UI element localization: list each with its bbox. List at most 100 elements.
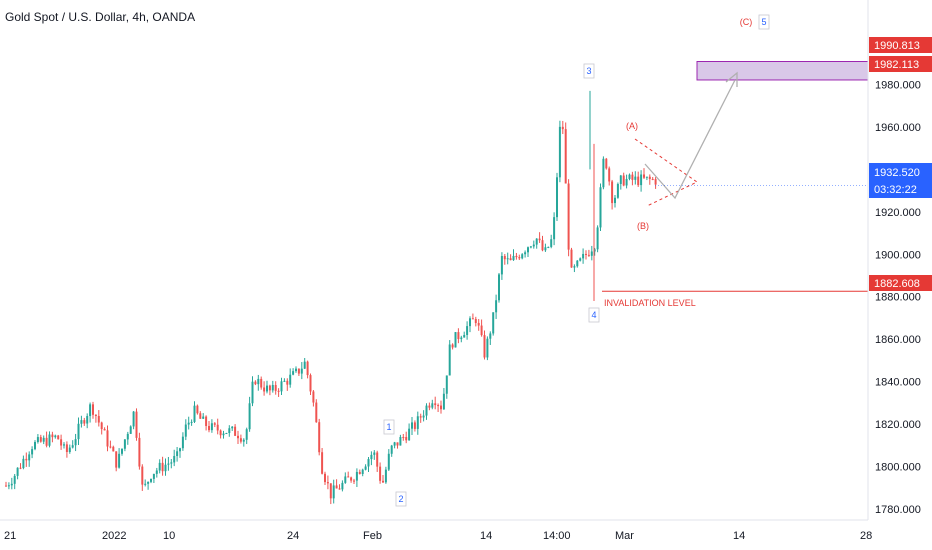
wave-label: 1 (386, 422, 391, 432)
candle-body (277, 390, 280, 392)
wave-label-box (758, 14, 770, 30)
candle-body (25, 458, 28, 461)
x-tick-label: Mar (615, 530, 634, 542)
chart-title: Gold Spot / U.S. Dollar, 4h, OANDA (5, 10, 195, 24)
y-tick-label: 1900.000 (875, 249, 921, 261)
time-axis[interactable]: 21 2022 10 24 Feb 14 14:00 Mar 14 28 (4, 530, 872, 542)
candle-body (590, 251, 593, 256)
candle-body (132, 411, 135, 427)
candle-body (402, 437, 405, 439)
candle-body (144, 483, 147, 485)
candle-body (329, 483, 332, 499)
candle-body (556, 177, 558, 218)
candle-body (353, 480, 355, 482)
candle-body (196, 405, 199, 414)
candle-body (521, 254, 524, 259)
candle-body (564, 129, 567, 184)
candle-body (631, 174, 634, 180)
candle-body (358, 471, 361, 474)
annotations-layer: INVALIDATION LEVEL 1 2 3 4 (A) (B) (C) 5 (383, 14, 869, 507)
candle-body (376, 452, 379, 467)
candle-body (428, 405, 431, 408)
candle-body (625, 178, 628, 186)
candle-body (373, 452, 376, 455)
candle-body (550, 239, 553, 247)
candle-body (324, 473, 326, 483)
candle-body (399, 437, 402, 446)
candle-body (619, 175, 622, 184)
candle-body (312, 391, 315, 403)
candle-body (83, 420, 86, 424)
candle-body (611, 181, 614, 204)
candle-body (51, 434, 54, 438)
candle-body (173, 455, 176, 463)
candle-body (34, 442, 36, 450)
candle-body (80, 420, 83, 424)
candle-body (553, 217, 556, 240)
candle-body (234, 426, 237, 436)
candle-body (602, 158, 605, 188)
candle-body (416, 416, 419, 429)
candle-body (587, 254, 590, 256)
candle-body (318, 422, 321, 453)
candle-body (355, 471, 358, 481)
candle-body (89, 404, 92, 417)
candle-body (396, 442, 399, 446)
x-tick-label: 2022 (102, 530, 126, 542)
y-tick-label: 1840.000 (875, 377, 921, 389)
candle-body (135, 411, 138, 438)
candle-body (190, 421, 193, 423)
target-high-tag (869, 37, 932, 53)
candle-body (210, 423, 213, 431)
candle-body (219, 430, 222, 436)
candle-body (582, 253, 585, 259)
candle-body (413, 422, 416, 429)
y-tick-label: 1960.000 (875, 122, 921, 134)
candle-body (614, 197, 616, 204)
y-tick-label: 1860.000 (875, 334, 921, 346)
candle-body (280, 381, 283, 392)
candle-body (486, 338, 489, 358)
candle-body (315, 402, 318, 423)
candle-body (460, 337, 463, 340)
candle-body (295, 368, 297, 372)
projection-arrow-head (725, 71, 738, 87)
candle-body (242, 439, 245, 442)
candle-body (367, 459, 370, 467)
y-tick-label: 1820.000 (875, 419, 921, 431)
x-tick-label: 14 (480, 530, 492, 542)
candle-body (364, 466, 367, 470)
candle-body (483, 335, 486, 358)
candle-body (179, 448, 181, 452)
candle-body (648, 176, 651, 179)
candle-body (222, 433, 225, 436)
candle-body (271, 385, 274, 391)
invalidation-tag-text: 1882.608 (874, 278, 920, 290)
wave-label: (C) (740, 17, 753, 27)
invalidation-label: INVALIDATION LEVEL (604, 298, 696, 308)
candle-body (283, 380, 286, 382)
candle-body (74, 439, 77, 446)
candle-body (411, 422, 413, 429)
candle-body (22, 458, 25, 469)
wave-label-box (583, 63, 595, 79)
candle-body (431, 403, 434, 408)
wave-label: (A) (626, 121, 638, 131)
candle-body (379, 466, 382, 481)
wave-label: 2 (398, 494, 403, 504)
x-tick-label: 10 (163, 530, 175, 542)
candle-body (515, 255, 518, 258)
candle-body (434, 403, 437, 406)
candle-body (570, 249, 573, 268)
candle-body (538, 238, 541, 241)
candle-body (237, 435, 239, 439)
candle-body (289, 374, 292, 385)
candle-body (506, 258, 509, 260)
candle-body (637, 176, 640, 186)
candle-body (306, 361, 309, 376)
candle-body (225, 433, 228, 435)
candle-body (193, 405, 196, 422)
candle-body (573, 266, 576, 268)
candle-body (593, 249, 596, 252)
